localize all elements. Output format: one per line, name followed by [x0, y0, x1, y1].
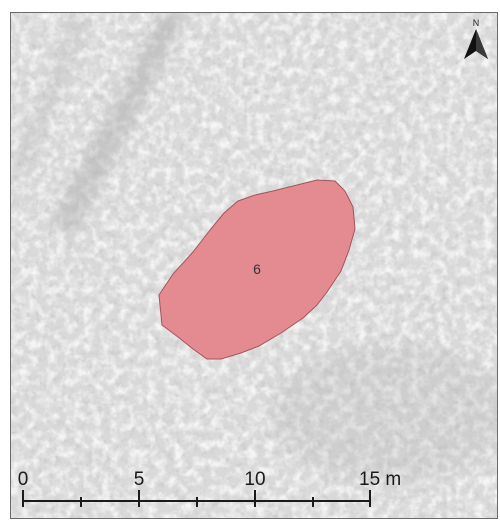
scale-label-0: 0: [18, 469, 29, 490]
map-frame: 6 N 0 5 10 15 m: [10, 12, 498, 519]
trail-shadow: [51, 13, 186, 238]
plot-6-polygon[interactable]: [158, 179, 356, 360]
scale-label-5: 5: [134, 469, 145, 490]
scale-bar: 0 5 10 15 m: [18, 469, 401, 507]
plot-6-label: 6: [253, 261, 261, 277]
north-arrow: N: [464, 18, 488, 59]
plot-6[interactable]: 6: [158, 179, 356, 360]
scale-label-15: 15 m: [359, 469, 401, 490]
north-letter: N: [473, 18, 480, 28]
shade-area: [271, 343, 497, 483]
trail-shadow-2: [11, 13, 89, 183]
scale-label-10: 10: [244, 469, 265, 490]
map-canvas[interactable]: 6 N 0 5 10 15 m: [11, 13, 498, 519]
